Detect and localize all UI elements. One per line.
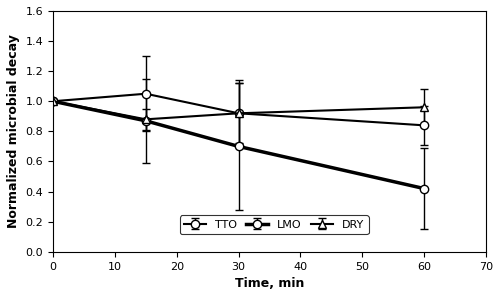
X-axis label: Time, min: Time, min bbox=[235, 277, 304, 290]
Legend: TTO, LMO, DRY: TTO, LMO, DRY bbox=[180, 215, 368, 234]
Y-axis label: Normalized microbial decay: Normalized microbial decay bbox=[7, 34, 20, 228]
